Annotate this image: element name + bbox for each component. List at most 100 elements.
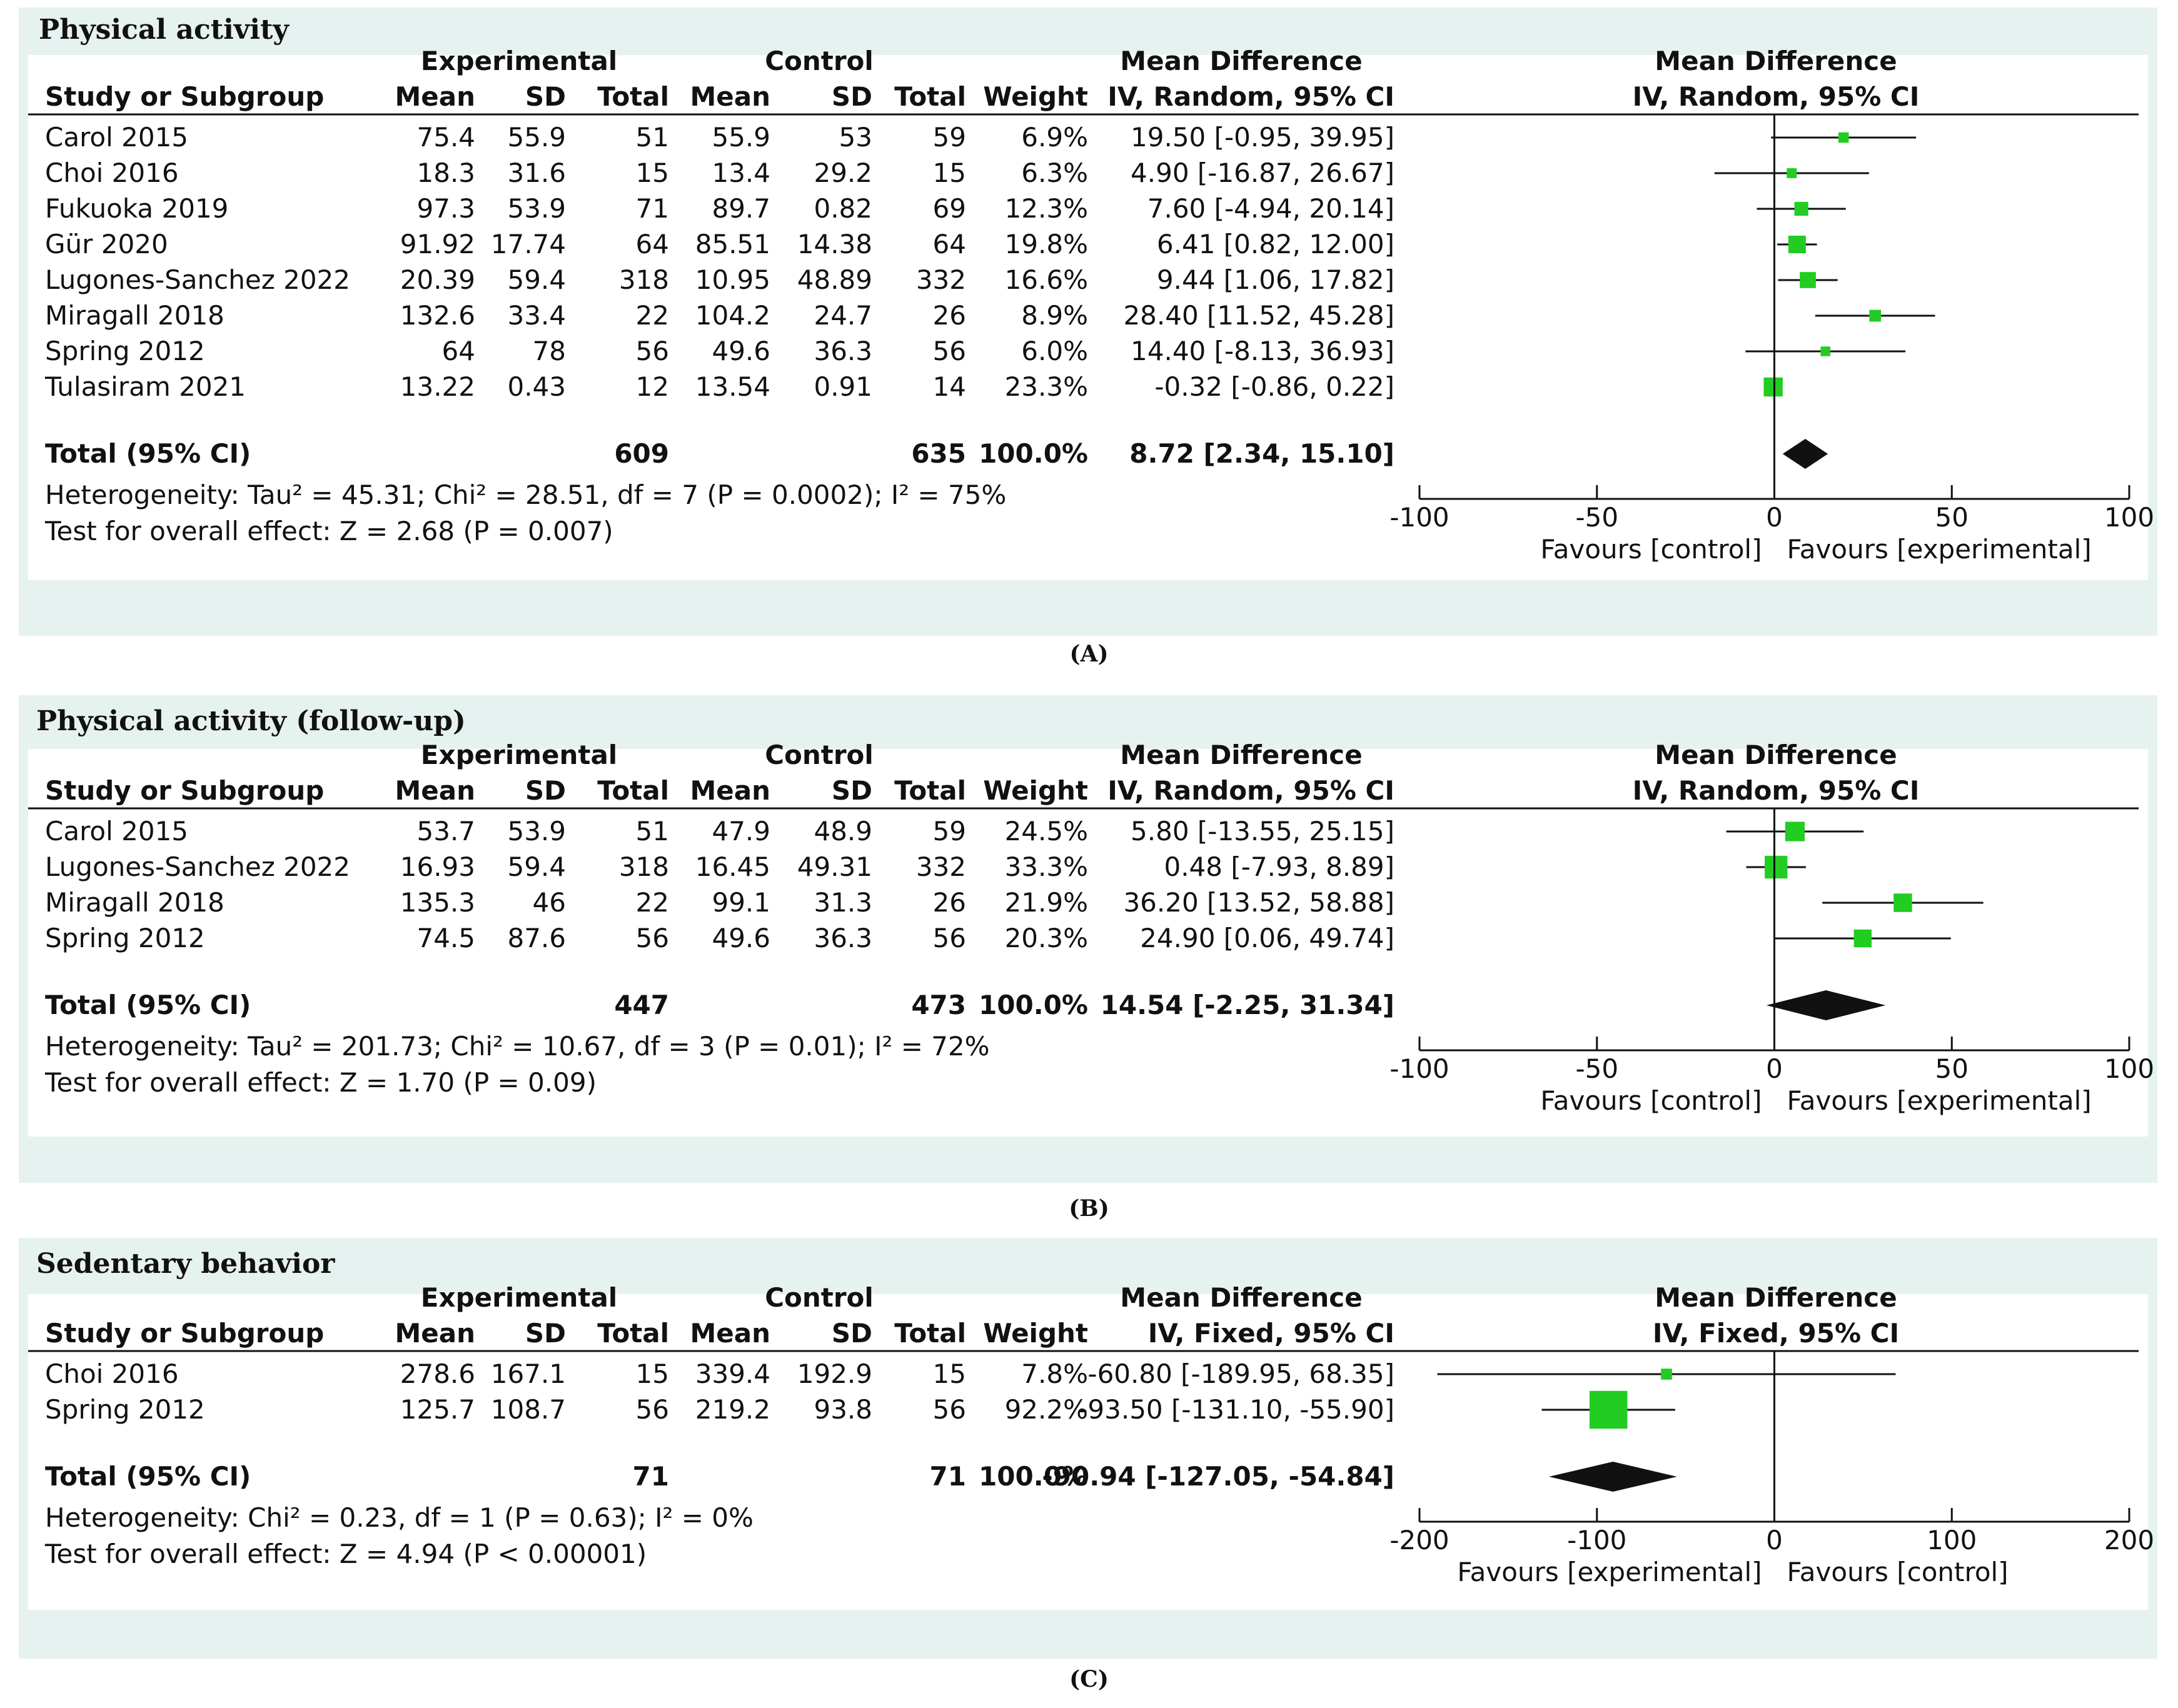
study-name: Lugones-Sanchez 2022	[45, 851, 350, 882]
table-cell: 92.2%	[1005, 1394, 1088, 1425]
column-header: IV, Fixed, 95% CI	[1148, 1318, 1394, 1349]
table-cell: 64	[636, 229, 669, 259]
table-cell: 318	[619, 264, 669, 295]
table-cell: 56	[933, 336, 966, 366]
table-cell: 46	[533, 887, 566, 918]
point-estimate-square	[1893, 893, 1912, 912]
study-name: Spring 2012	[45, 1394, 205, 1425]
table-cell: 59.4	[507, 851, 566, 882]
table-cell: 20.39	[400, 264, 475, 295]
column-header: Mean	[690, 775, 770, 806]
table-cell: 69	[933, 193, 966, 224]
overall-effect-text: Test for overall effect: Z = 4.94 (P < 0…	[44, 1539, 647, 1569]
table-cell: 56	[636, 923, 669, 953]
table-cell: 14.40 [-8.13, 36.93]	[1131, 336, 1394, 366]
table-cell: 26	[933, 887, 966, 918]
table-cell: 192.9	[797, 1359, 872, 1389]
plot-method-header: IV, Random, 95% CI	[1633, 775, 1920, 806]
panel-b-body	[28, 749, 2148, 1137]
table-cell: 0.48 [-7.93, 8.89]	[1164, 851, 1394, 882]
caption-c: (C)	[1069, 1666, 1109, 1692]
panel-c-body	[28, 1294, 2148, 1610]
total-label: Total (95% CI)	[45, 990, 251, 1020]
study-name: Carol 2015	[45, 122, 188, 153]
x-tick-label: 0	[1766, 1053, 1783, 1084]
header-experimental: Experimental	[421, 46, 617, 76]
table-cell: 22	[636, 300, 669, 331]
column-header: Total	[597, 81, 669, 112]
study-name: Choi 2016	[45, 1359, 179, 1389]
column-header: SD	[832, 81, 872, 112]
header-experimental: Experimental	[421, 740, 617, 770]
header-control: Control	[765, 740, 874, 770]
table-cell: 6.3%	[1021, 158, 1088, 188]
table-cell: 59.4	[507, 264, 566, 295]
x-tick-label: -50	[1575, 502, 1618, 533]
panel-a-body	[28, 55, 2148, 580]
table-cell: 219.2	[695, 1394, 770, 1425]
study-name: Spring 2012	[45, 923, 205, 953]
table-cell: 97.3	[416, 193, 475, 224]
table-cell: 48.9	[814, 816, 872, 846]
table-cell: 12.3%	[1005, 193, 1088, 224]
table-cell: 0.91	[814, 371, 872, 402]
table-cell: 33.3%	[1005, 851, 1088, 882]
table-cell: 6.9%	[1021, 122, 1088, 153]
table-cell: 36.3	[814, 923, 872, 953]
study-name: Tulasiram 2021	[44, 371, 246, 402]
table-cell: 318	[619, 851, 669, 882]
total-cell: 71	[930, 1461, 966, 1492]
header-plot-mean-difference: Mean Difference	[1655, 740, 1897, 770]
table-cell: 24.90 [0.06, 49.74]	[1140, 923, 1394, 953]
point-estimate-square	[1820, 346, 1830, 356]
table-cell: 33.4	[507, 300, 566, 331]
table-cell: 108.7	[491, 1394, 566, 1425]
point-estimate-square	[1788, 235, 1806, 254]
column-header: SD	[832, 775, 872, 806]
column-header: IV, Random, 95% CI	[1107, 81, 1394, 112]
table-cell: 332	[916, 264, 966, 295]
forest-plot-a: Experimental Control Mean Difference Mean D…	[28, 46, 2154, 565]
pooled-diamond	[1782, 439, 1828, 469]
table-cell: 74.5	[416, 923, 475, 953]
table-cell: 56	[636, 1394, 669, 1425]
total-cell: 71	[633, 1461, 669, 1492]
heterogeneity-text: Heterogeneity: Tau² = 201.73; Chi² = 10.…	[45, 1031, 990, 1062]
table-cell: 24.5%	[1005, 816, 1088, 846]
x-tick-label: 100	[1927, 1525, 1977, 1555]
table-cell: 18.3	[416, 158, 475, 188]
column-header: Mean	[395, 775, 475, 806]
panel-b-title: Physical activity (follow-up)	[36, 705, 466, 737]
table-cell: 56	[933, 923, 966, 953]
table-cell: 29.2	[814, 158, 872, 188]
point-estimate-square	[1589, 1390, 1628, 1429]
column-header: Total	[894, 1318, 966, 1349]
favours-right-label: Favours [control]	[1787, 1557, 2009, 1587]
table-cell: 47.9	[712, 816, 770, 846]
x-tick-label: -100	[1389, 1053, 1449, 1084]
study-name: Miragall 2018	[45, 300, 224, 331]
point-estimate-square	[1763, 377, 1783, 397]
table-cell: 21.9%	[1005, 887, 1088, 918]
table-cell: 332	[916, 851, 966, 882]
favours-right-label: Favours [experimental]	[1787, 534, 2092, 565]
x-tick-label: 50	[1935, 1053, 1969, 1084]
study-name: Spring 2012	[45, 336, 205, 366]
column-header: Total	[894, 775, 966, 806]
table-cell: 125.7	[400, 1394, 475, 1425]
total-cell: 100.0%	[979, 438, 1088, 469]
table-cell: 14.38	[797, 229, 872, 259]
table-cell: 13.4	[712, 158, 770, 188]
total-cell: 100.0%	[979, 1461, 1088, 1492]
study-name: Gür 2020	[45, 229, 168, 259]
table-cell: 12	[636, 371, 669, 402]
table-cell: 31.6	[507, 158, 566, 188]
table-cell: 71	[636, 193, 669, 224]
total-cell: 8.72 [2.34, 15.10]	[1129, 438, 1394, 469]
x-tick-label: 50	[1935, 502, 1969, 533]
total-cell: 473	[911, 990, 966, 1020]
table-cell: 14	[933, 371, 966, 402]
panel-a-title: Physical activity	[39, 14, 289, 46]
table-cell: 135.3	[400, 887, 475, 918]
caption-a: (A)	[1069, 641, 1109, 667]
